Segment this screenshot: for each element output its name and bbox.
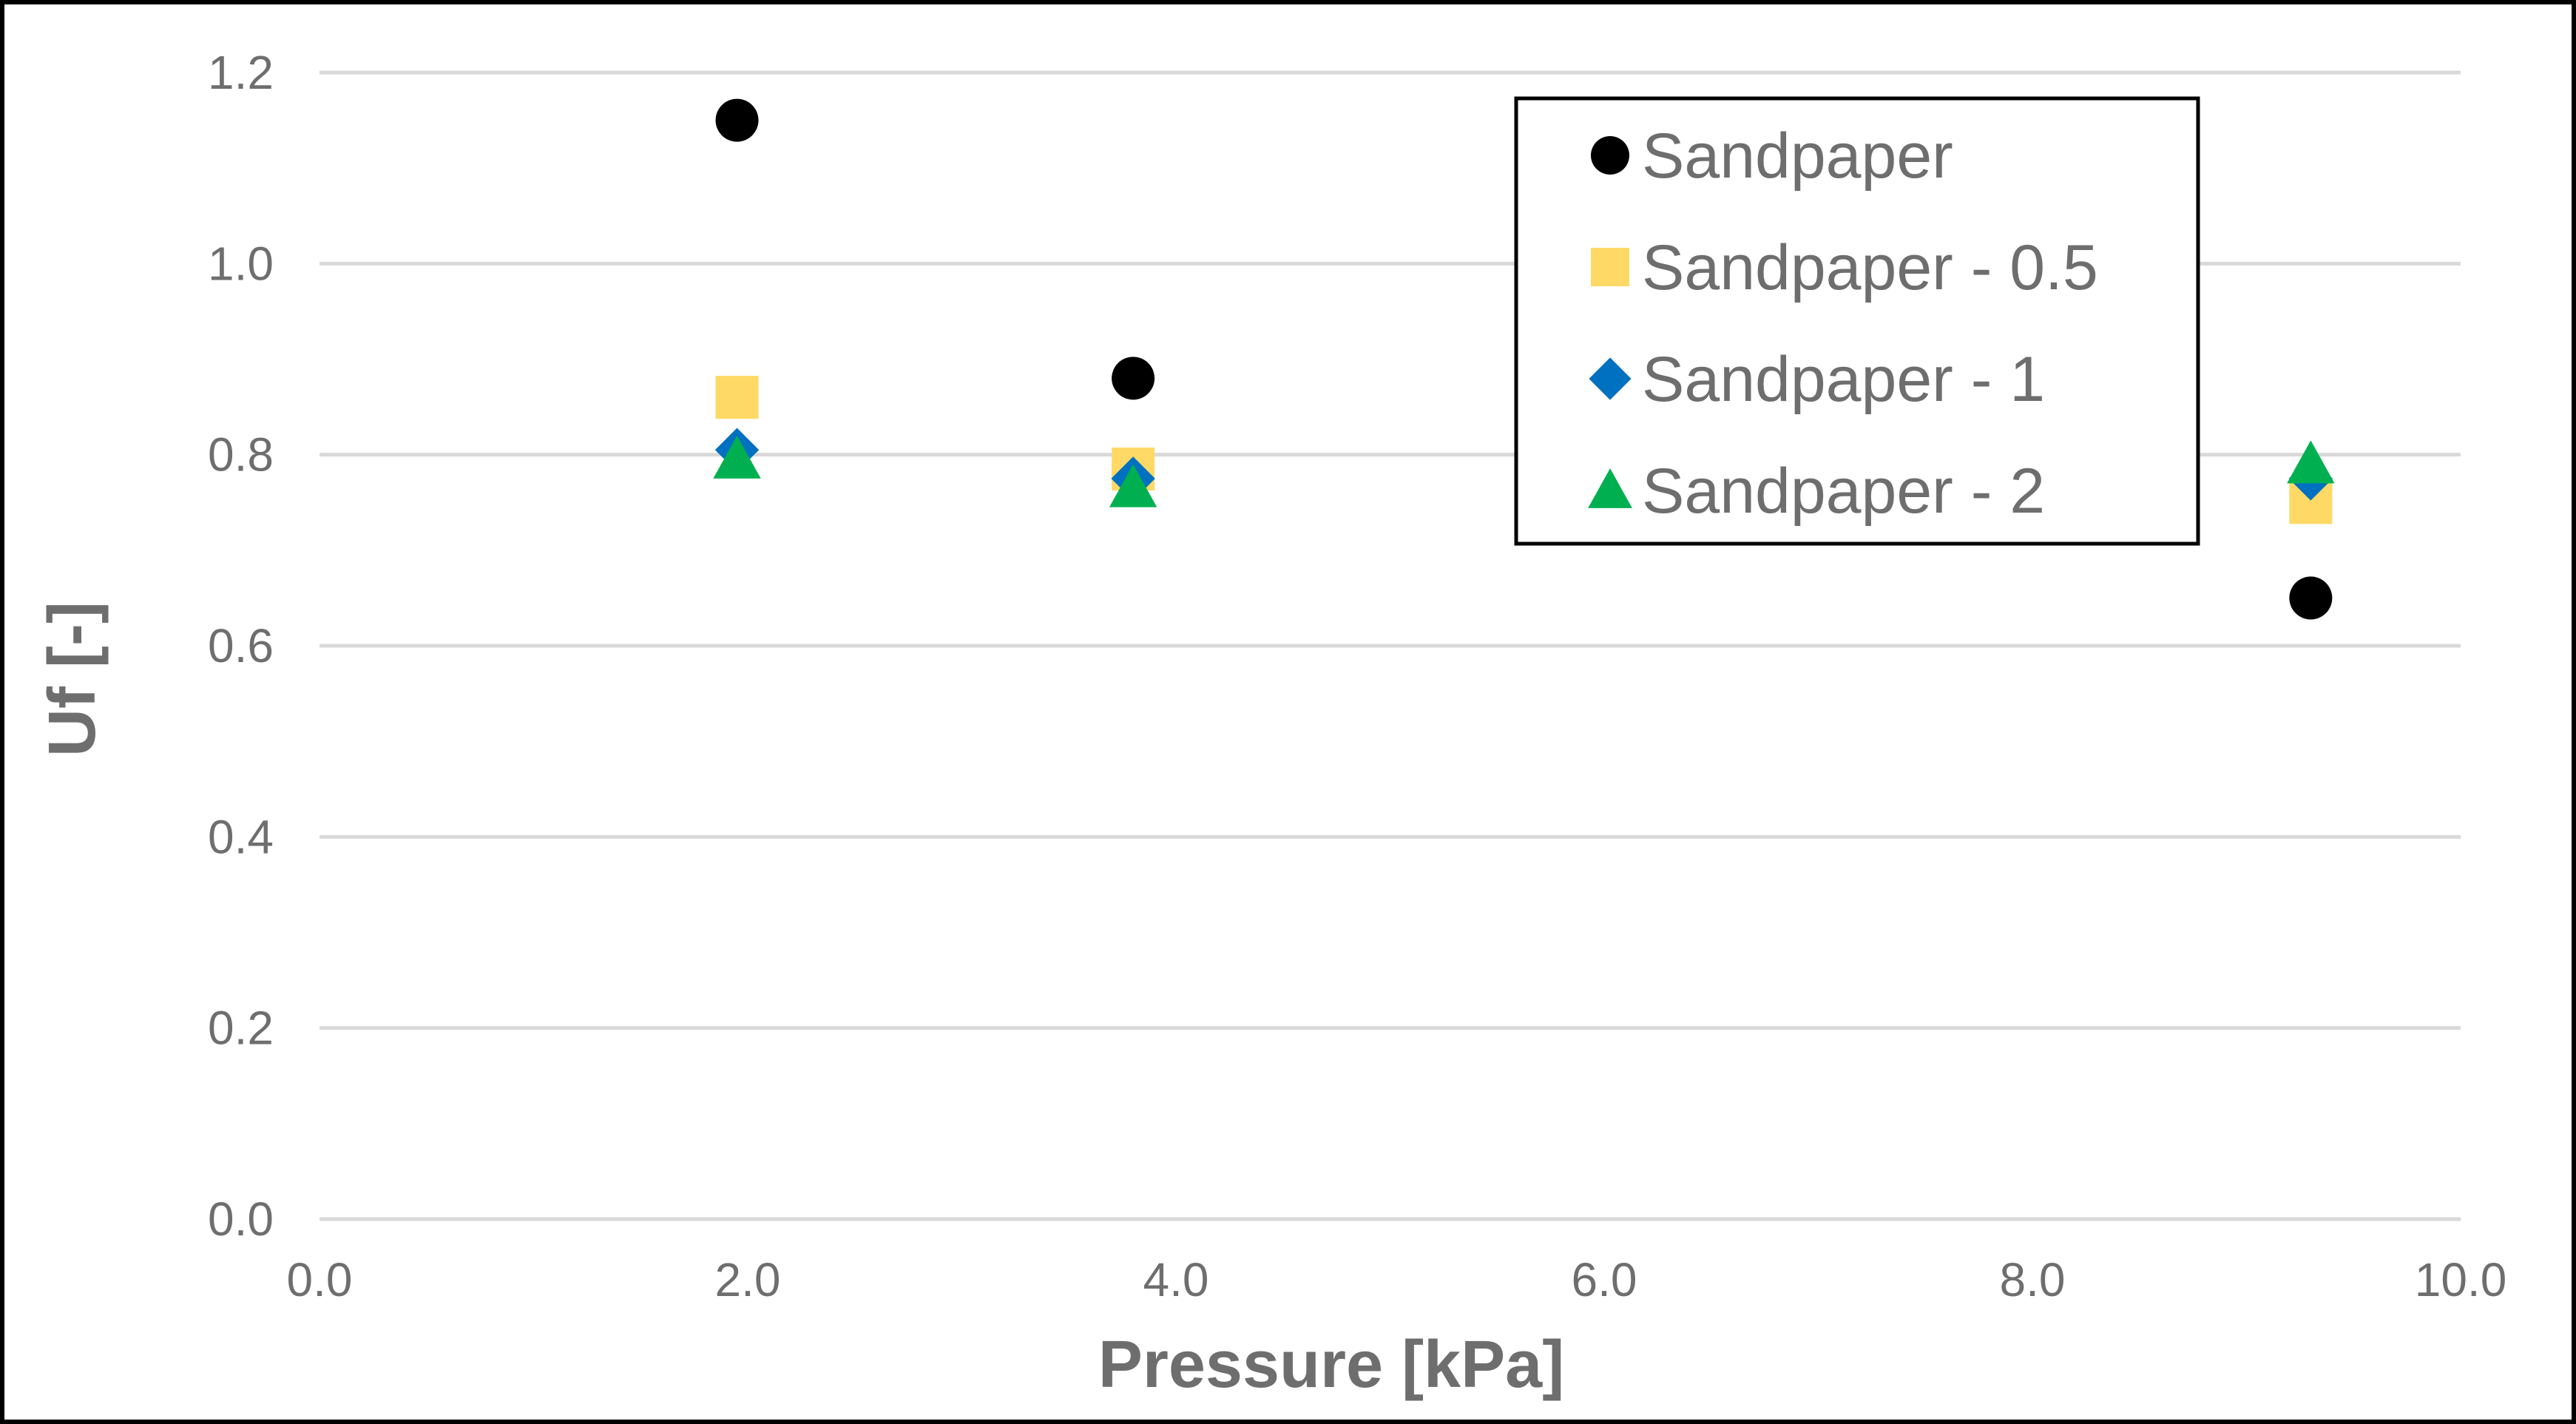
x-tick-label: 8.0	[2000, 1253, 2066, 1306]
legend-label: Sandpaper	[1642, 121, 1953, 192]
legend-label: Sandpaper - 1	[1642, 344, 2045, 415]
legend-marker	[1591, 248, 1629, 286]
y-tick-label: 0.2	[208, 1002, 274, 1055]
x-tick-label: 6.0	[1572, 1253, 1637, 1306]
series-sandpaper-2	[713, 435, 2335, 507]
legend: Sandpaper Sandpaper - 0.5 Sandpaper - 1 San…	[1514, 96, 2200, 546]
y-tick-label: 1.0	[208, 237, 274, 290]
legend-item: Sandpaper - 1	[1589, 344, 2045, 415]
legend-marker	[1591, 136, 1629, 175]
y-tick-label: 0.6	[208, 619, 274, 672]
y-tick-labels: 0.0 0.2 0.4 0.6 0.8 1.0 1.2	[208, 46, 274, 1246]
data-point	[715, 98, 759, 142]
legend-label: Sandpaper - 2	[1642, 456, 2045, 527]
data-point	[1112, 357, 1155, 400]
legend-item: Sandpaper - 0.5	[1591, 232, 2098, 303]
legend-item: Sandpaper	[1591, 121, 1953, 192]
x-tick-label: 10.0	[2415, 1253, 2507, 1306]
y-tick-label: 1.2	[208, 46, 274, 99]
y-tick-label: 0.0	[208, 1192, 274, 1246]
legend-marker	[1589, 357, 1632, 400]
x-tick-labels: 0.0 2.0 4.0 6.0 8.0 10.0	[287, 1253, 2507, 1306]
x-tick-label: 4.0	[1143, 1253, 1209, 1306]
y-axis-title: Uf [-]	[36, 601, 109, 757]
legend-box	[1514, 96, 2200, 546]
x-axis-title: Pressure [kPa]	[1098, 1328, 1564, 1402]
legend-items: Sandpaper Sandpaper - 0.5 Sandpaper - 1 San…	[1588, 121, 2098, 527]
legend-item: Sandpaper - 2	[1588, 456, 2045, 527]
data-point	[2289, 576, 2333, 620]
data-point	[713, 435, 761, 479]
legend-label: Sandpaper - 0.5	[1642, 232, 2098, 303]
data-markers	[713, 98, 2335, 620]
x-tick-label: 2.0	[715, 1253, 781, 1306]
y-tick-label: 0.4	[208, 810, 274, 863]
data-point	[1109, 464, 1157, 507]
data-point	[2287, 440, 2335, 484]
legend-marker	[1588, 468, 1632, 508]
x-tick-label: 0.0	[287, 1253, 353, 1306]
series-sandpaper	[715, 98, 2333, 620]
data-point	[715, 376, 759, 419]
y-tick-label: 0.8	[208, 428, 274, 482]
